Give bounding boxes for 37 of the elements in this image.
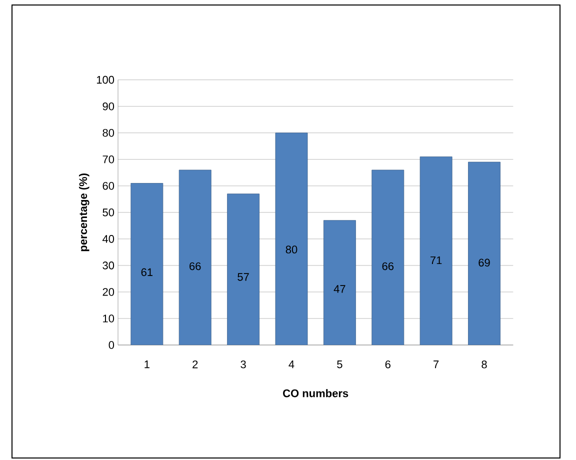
y-tick-label: 60 (102, 182, 114, 190)
data-label: 66 (190, 262, 201, 270)
data-label: 57 (238, 273, 249, 281)
y-tick-label: 80 (102, 128, 114, 137)
x-tick-label: 2 (192, 360, 198, 368)
bar (323, 220, 356, 345)
y-tick-label: 50 (102, 208, 114, 216)
data-label: 80 (286, 246, 298, 254)
bar (468, 162, 500, 345)
data-label: 66 (382, 262, 394, 270)
y-tick-label: 100 (96, 76, 114, 84)
data-label: 47 (334, 285, 346, 293)
x-axis-title: CO numbers (283, 389, 348, 398)
y-axis-title: percentage (%) (78, 174, 90, 252)
x-tick-label: 4 (288, 360, 294, 368)
bar (227, 194, 260, 345)
data-label: 69 (478, 258, 490, 267)
y-tick-label: 90 (102, 102, 114, 110)
x-tick-label: 3 (240, 360, 246, 368)
data-label: 61 (141, 268, 152, 276)
y-tick-label: 10 (103, 314, 114, 322)
x-tick-label: 1 (144, 360, 150, 368)
x-tick-label: 7 (434, 360, 439, 368)
bar (275, 132, 308, 345)
y-tick-label: 40 (102, 235, 114, 243)
y-tick-label: 0 (108, 341, 114, 349)
bar (372, 170, 404, 345)
y-tick-label: 30 (102, 262, 114, 270)
bar (420, 156, 452, 345)
data-label: 71 (430, 256, 442, 264)
y-tick-label: 20 (102, 288, 114, 296)
bar (130, 183, 164, 345)
y-tick-label: 70 (102, 155, 114, 164)
x-tick-label: 8 (482, 360, 487, 368)
bar (178, 170, 212, 345)
x-tick-label: 6 (385, 360, 390, 368)
x-tick-label: 5 (337, 360, 342, 368)
